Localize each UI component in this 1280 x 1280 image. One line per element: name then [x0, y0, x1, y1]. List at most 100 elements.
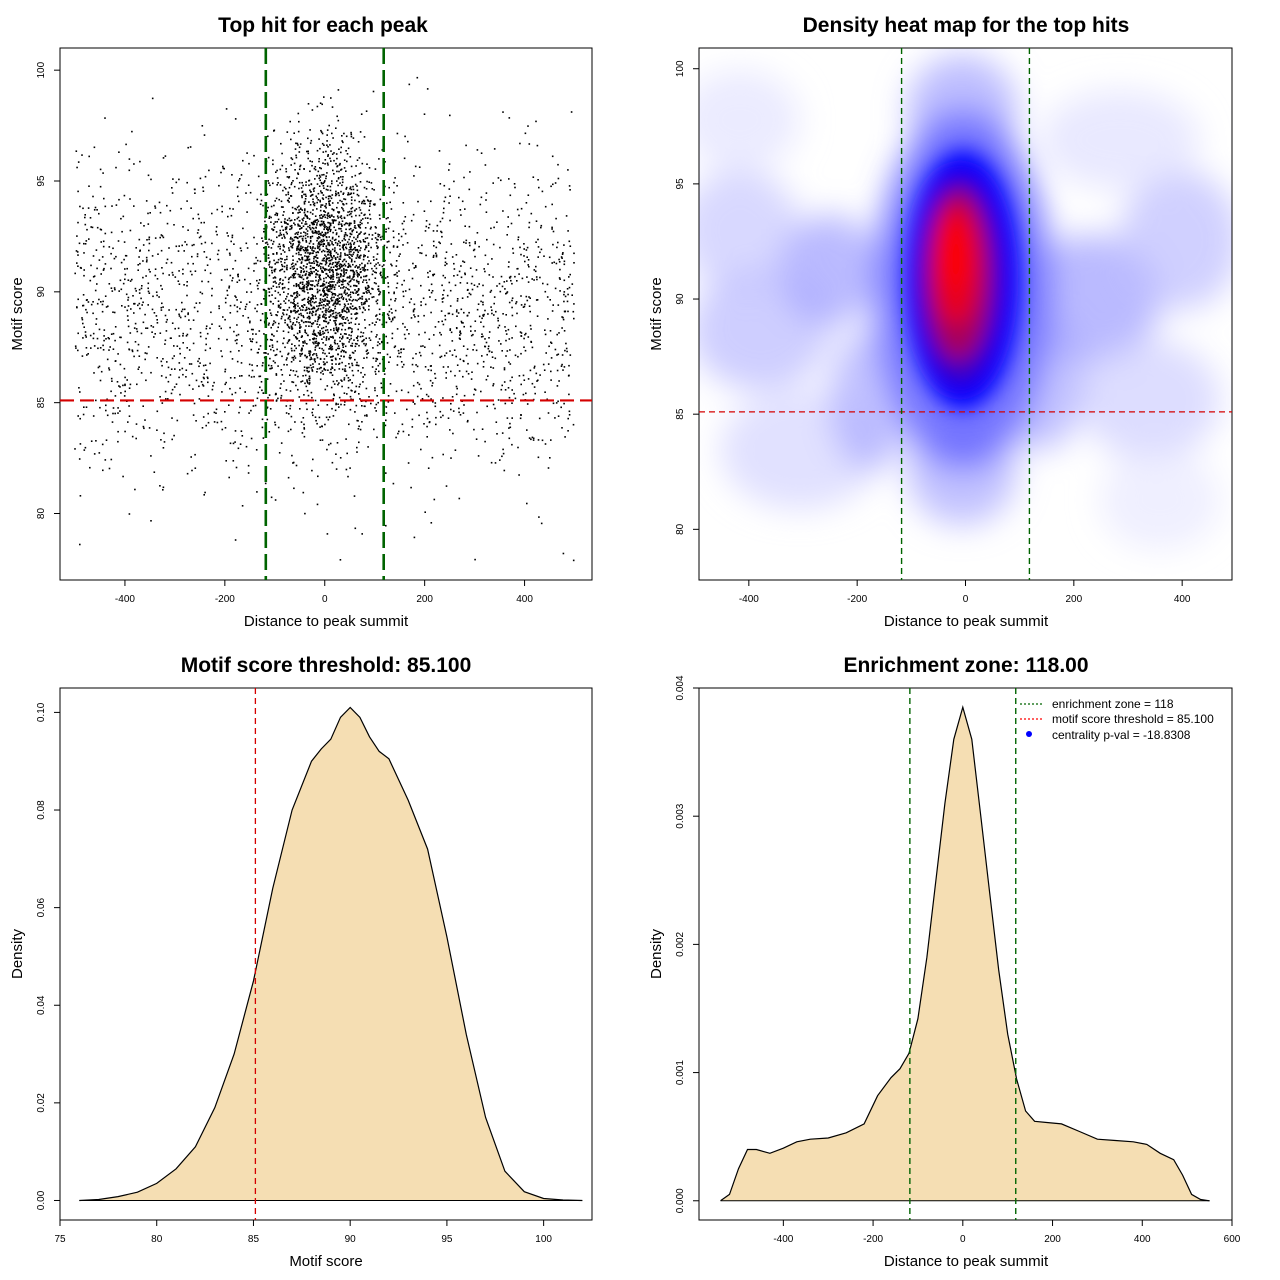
- scatter-point: [318, 274, 321, 276]
- scatter-point: [321, 103, 323, 106]
- scatter-point: [333, 159, 335, 162]
- scatter-point: [346, 300, 348, 302]
- scatter-point: [77, 415, 79, 417]
- scatter-point: [258, 330, 261, 332]
- scatter-point: [209, 362, 211, 365]
- scatter-point: [316, 105, 319, 108]
- scatter-point: [330, 348, 333, 351]
- scatter-point: [242, 159, 244, 162]
- distance-density-x-label: Distance to peak summit: [884, 1253, 1049, 1270]
- scatter-point: [266, 418, 269, 421]
- scatter-point: [268, 294, 271, 297]
- scatter-point: [304, 342, 306, 344]
- scatter-point: [114, 339, 116, 342]
- scatter-point: [351, 305, 354, 307]
- scatter-point: [335, 323, 337, 326]
- scatter-point: [341, 380, 343, 382]
- scatter-point: [298, 322, 300, 324]
- scatter-point: [319, 439, 322, 441]
- scatter-point: [328, 124, 330, 127]
- scatter-point: [333, 296, 335, 299]
- scatter-point: [330, 336, 333, 338]
- scatter-point: [342, 264, 345, 267]
- scatter-point: [540, 226, 542, 229]
- scatter-point: [431, 456, 434, 459]
- scatter-point: [557, 304, 560, 306]
- scatter-point: [554, 417, 556, 419]
- scatter-point: [215, 230, 217, 233]
- scatter-point: [458, 370, 461, 372]
- scatter-point: [160, 309, 163, 311]
- scatter-point: [356, 271, 358, 274]
- scatter-point: [261, 426, 264, 429]
- scatter-point: [474, 242, 476, 245]
- scatter-point: [327, 155, 329, 157]
- scatter-point: [456, 298, 459, 300]
- scatter-point: [320, 239, 323, 241]
- scatter-point: [346, 241, 349, 243]
- scatter-point: [204, 491, 206, 494]
- scatter-point: [292, 461, 295, 464]
- scatter-point: [98, 298, 100, 301]
- scatter-point: [392, 317, 394, 320]
- scatter-point: [343, 306, 346, 308]
- scatter-point: [90, 303, 93, 306]
- scatter-point: [359, 335, 362, 338]
- scatter-point: [303, 249, 306, 252]
- scatter-point: [270, 247, 273, 249]
- scatter-point: [268, 182, 270, 184]
- scatter-point: [268, 291, 271, 293]
- scatter-point: [234, 259, 237, 262]
- scatter-point: [307, 150, 309, 153]
- scatter-point: [307, 245, 309, 248]
- scatter-point: [466, 420, 469, 423]
- scatter-point: [283, 246, 285, 248]
- scatter-point: [529, 369, 532, 372]
- scatter-point: [301, 290, 304, 292]
- scatter-point: [323, 225, 325, 227]
- scatter-point: [337, 202, 339, 204]
- scatter-point: [348, 249, 350, 251]
- scatter-point: [564, 436, 566, 438]
- scatter-point: [171, 192, 174, 194]
- scatter-point: [276, 212, 279, 215]
- distance-density-area: [720, 707, 1210, 1201]
- scatter-point: [326, 361, 328, 364]
- scatter-point: [368, 337, 371, 339]
- scatter-point: [327, 215, 329, 217]
- scatter-point: [502, 313, 504, 315]
- scatter-point: [344, 222, 347, 225]
- scatter-point: [178, 245, 180, 247]
- scatter-point: [278, 452, 281, 454]
- scatter-point: [530, 438, 532, 441]
- scatter-point: [362, 258, 365, 261]
- scatter-point: [240, 249, 243, 252]
- scatter-point: [386, 342, 389, 344]
- scatter-point: [90, 264, 92, 267]
- scatter-point: [509, 379, 512, 382]
- scatter-point: [491, 356, 494, 358]
- scatter-point: [524, 132, 527, 135]
- scatter-point: [548, 345, 550, 348]
- scatter-point: [360, 302, 363, 304]
- scatter-point: [432, 254, 435, 257]
- scatter-point: [271, 344, 274, 346]
- scatter-point: [372, 256, 375, 258]
- scatter-point: [142, 244, 145, 246]
- scatter-point: [144, 313, 146, 316]
- scatter-point: [312, 247, 314, 249]
- scatter-point: [255, 333, 257, 335]
- scatter-point: [554, 182, 557, 184]
- scatter-point: [297, 212, 299, 214]
- scatter-point: [261, 364, 264, 367]
- scatter-point: [369, 202, 371, 205]
- scatter-point: [424, 366, 427, 368]
- scatter-point: [85, 308, 87, 311]
- scatter-point: [313, 337, 315, 339]
- scatter-point: [357, 234, 359, 237]
- scatter-point: [354, 183, 357, 186]
- scatter-point: [332, 315, 335, 318]
- scatter-point: [457, 312, 460, 314]
- scatter-point: [494, 407, 496, 410]
- scatter-point: [401, 366, 404, 368]
